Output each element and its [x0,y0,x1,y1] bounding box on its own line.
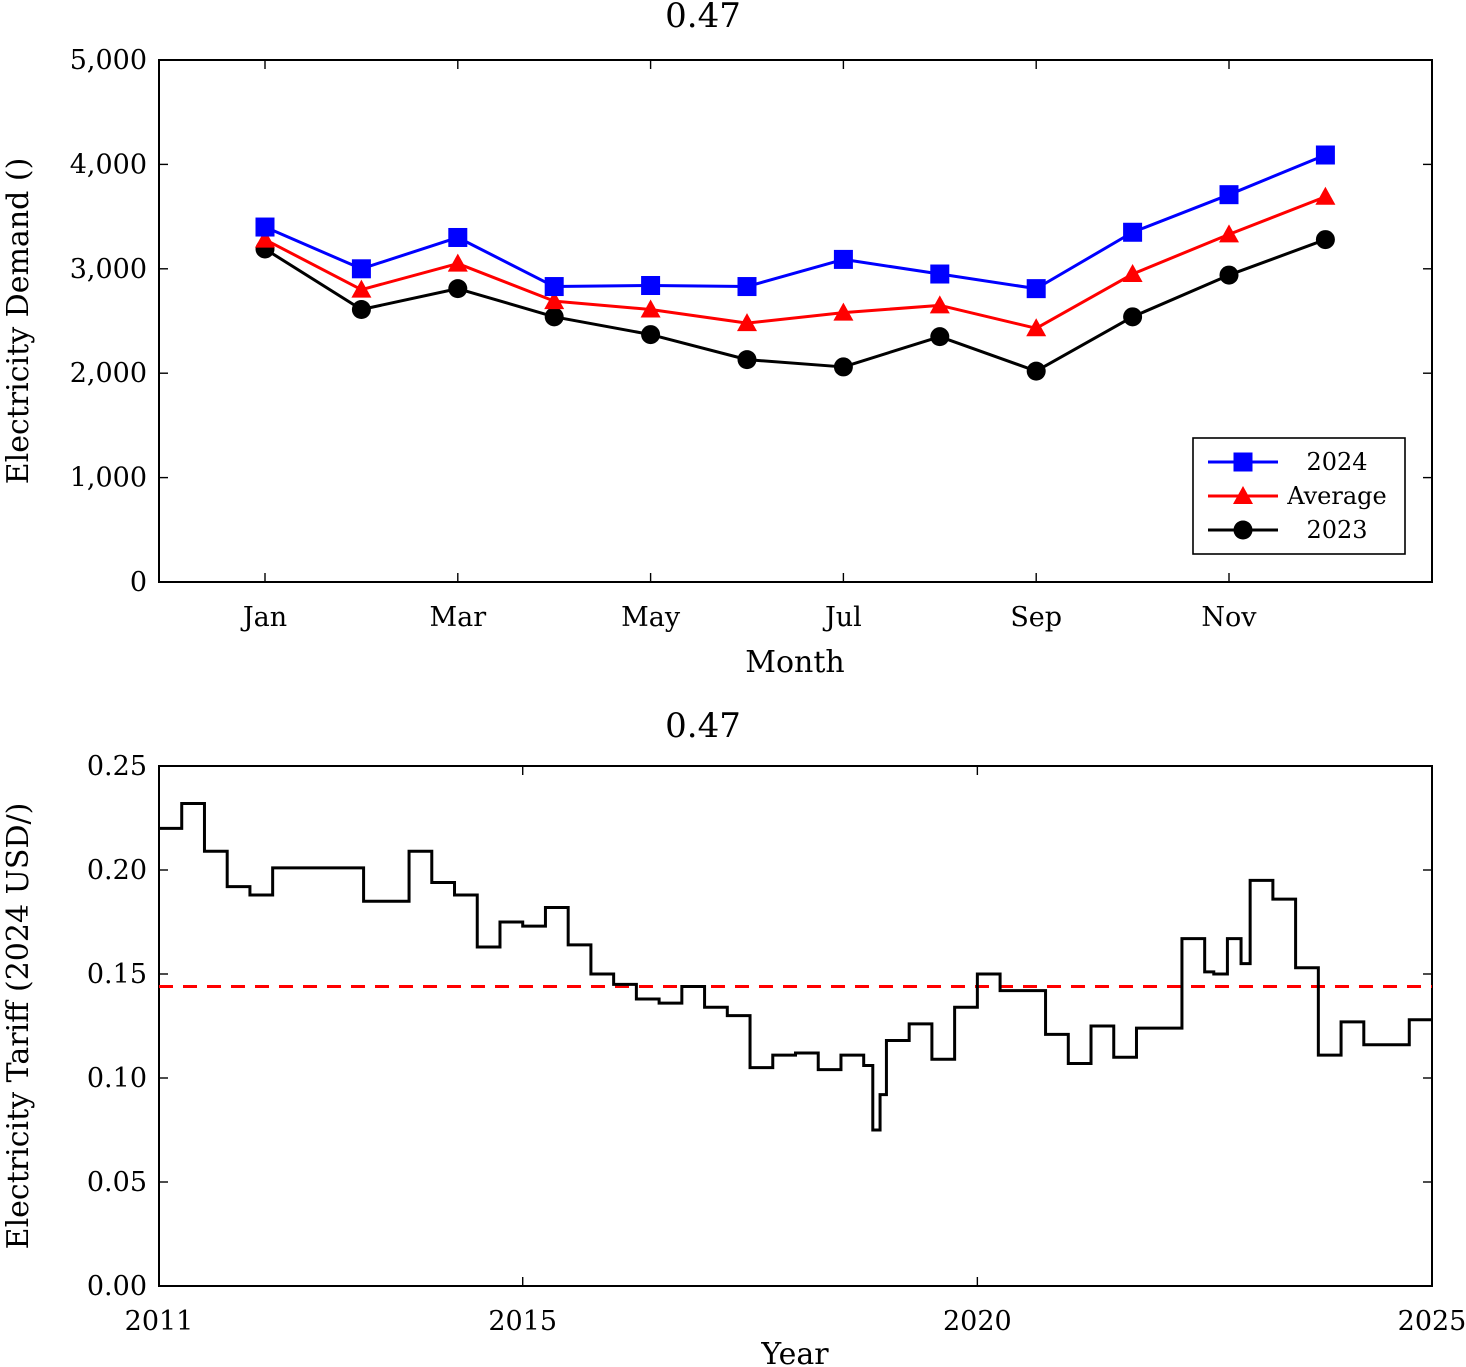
y-tick-label: 1,000 [70,463,147,494]
data-point [640,299,661,318]
series-line [264,238,1326,373]
y-tick-label: 0.10 [87,1063,147,1094]
demand-chart-frame [158,59,1433,583]
data-point [1219,185,1239,205]
tariff-x-axis-label: Year [760,1337,829,1367]
x-tick-label: Sep [1010,602,1062,633]
series-line [264,195,1326,330]
legend-label: Average [1286,482,1386,510]
y-tick-label: 0 [130,567,147,598]
tariff-chart-title: 0.47 [665,706,741,746]
data-point [833,302,854,321]
data-point [930,327,950,347]
data-point [1315,145,1335,165]
data-point [255,217,275,237]
data-point [447,253,468,272]
demand-chart-title: 0.47 [665,0,741,36]
legend-marker [1233,486,1253,504]
data-point [448,227,468,247]
data-point [1219,265,1239,285]
data-point [1026,279,1046,299]
demand-y-axis: 0 1,000 2,000 3,000 4,000 5,000 [70,45,1432,598]
y-tick-label: 0.20 [87,855,147,886]
data-point [737,277,757,297]
data-point [544,277,564,297]
tariff-y-axis: 0.00 0.05 0.10 0.15 0.20 0.25 [87,751,1432,1302]
y-tick-label: 0.25 [87,751,147,782]
x-tick-label: May [621,602,681,633]
data-point [1219,224,1239,243]
y-tick-label: 5,000 [70,45,147,76]
data-point [641,276,661,296]
x-tick-label: Mar [429,602,486,633]
series-2024 [255,145,1335,299]
x-tick-label: 2015 [488,1306,557,1337]
demand-series-group [255,145,1336,381]
data-point [737,313,757,332]
data-point [255,229,275,248]
data-point [1026,318,1047,337]
data-point [351,300,371,320]
data-point [737,350,757,370]
y-tick-label: 0.05 [87,1167,147,1198]
tariff-step-line [159,801,1432,1132]
data-point [833,357,853,377]
tariff-chart-frame [158,765,1433,1287]
demand-y-axis-label: Electricity Demand () [1,158,36,485]
data-point [833,249,853,269]
y-tick-label: 3,000 [70,254,147,285]
data-point [544,307,564,327]
demand-legend: 2024 Average 2023 [1192,437,1406,555]
data-point [1123,307,1143,327]
data-point [1122,264,1143,283]
data-point [351,259,371,279]
legend-marker [1233,520,1253,540]
data-point [448,279,468,299]
tariff-y-axis-label: Electricity Tariff (2024 USD/) [1,803,36,1250]
x-tick-label: 2020 [943,1306,1012,1337]
data-point [1315,230,1335,250]
series-average [255,186,1336,337]
data-point [930,264,950,284]
legend-marker [1233,452,1253,472]
y-tick-label: 0.15 [87,959,147,990]
y-tick-label: 4,000 [70,149,147,180]
x-tick-label: 2011 [125,1306,194,1337]
x-tick-label: Jan [240,602,287,633]
y-tick-label: 2,000 [70,358,147,389]
legend-label: 2024 [1306,448,1367,476]
series-line [264,153,1326,291]
legend-label: 2023 [1306,516,1367,544]
demand-x-axis: Jan Mar May Jul Sep Nov [240,60,1257,633]
data-point [929,295,950,314]
series-2023 [255,230,1335,381]
data-point [544,291,565,310]
x-tick-label: 2025 [1398,1306,1466,1337]
tariff-x-axis: 2011 2015 2020 2025 [125,766,1466,1337]
tariff-series-group [159,801,1432,1132]
data-point [1315,186,1336,205]
x-tick-label: Nov [1201,602,1257,633]
data-point [641,325,661,345]
demand-chart: 0.47 0 1,000 2,000 3,000 4,000 5,000 Jan Mar Ma… [1,0,1433,680]
y-tick-label: 0.00 [87,1271,147,1302]
data-point [1026,361,1046,381]
demand-x-axis-label: Month [745,645,844,680]
x-tick-label: Jul [822,602,862,633]
tariff-chart: 0.47 0.000.050.100.150.200.25 2011 2015 20… [1,706,1466,1367]
data-point [351,279,372,298]
data-point [1123,222,1143,242]
